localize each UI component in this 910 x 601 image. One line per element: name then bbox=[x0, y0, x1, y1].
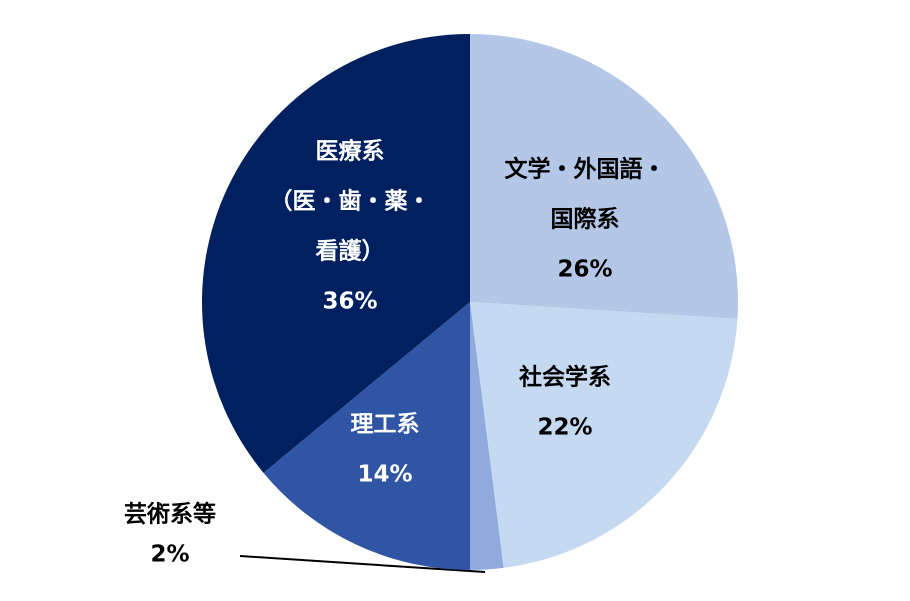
pie-slice bbox=[263, 302, 470, 570]
value-label: 14% bbox=[357, 462, 412, 488]
pie-slice bbox=[470, 302, 504, 570]
slice-label: 理工系 bbox=[351, 412, 420, 438]
leader-line bbox=[239, 555, 486, 573]
slice-label: （医・歯・薬・ bbox=[270, 188, 431, 215]
slice-label: 医療系 bbox=[316, 138, 385, 165]
slice-label: 看護） bbox=[316, 238, 385, 265]
pie-slice bbox=[470, 302, 738, 568]
value-label: 2% bbox=[150, 542, 189, 568]
value-label: 36% bbox=[322, 289, 377, 315]
slice-label: 芸術系等 bbox=[124, 501, 216, 528]
value-label: 26% bbox=[557, 257, 612, 283]
pie-slice bbox=[201, 34, 470, 473]
slice-label: 社会学系 bbox=[519, 364, 611, 391]
value-label: 22% bbox=[537, 415, 592, 441]
pie-slice bbox=[470, 34, 738, 319]
slice-label: 文学・外国語・ bbox=[505, 156, 666, 183]
slice-label: 国際系 bbox=[551, 206, 620, 233]
